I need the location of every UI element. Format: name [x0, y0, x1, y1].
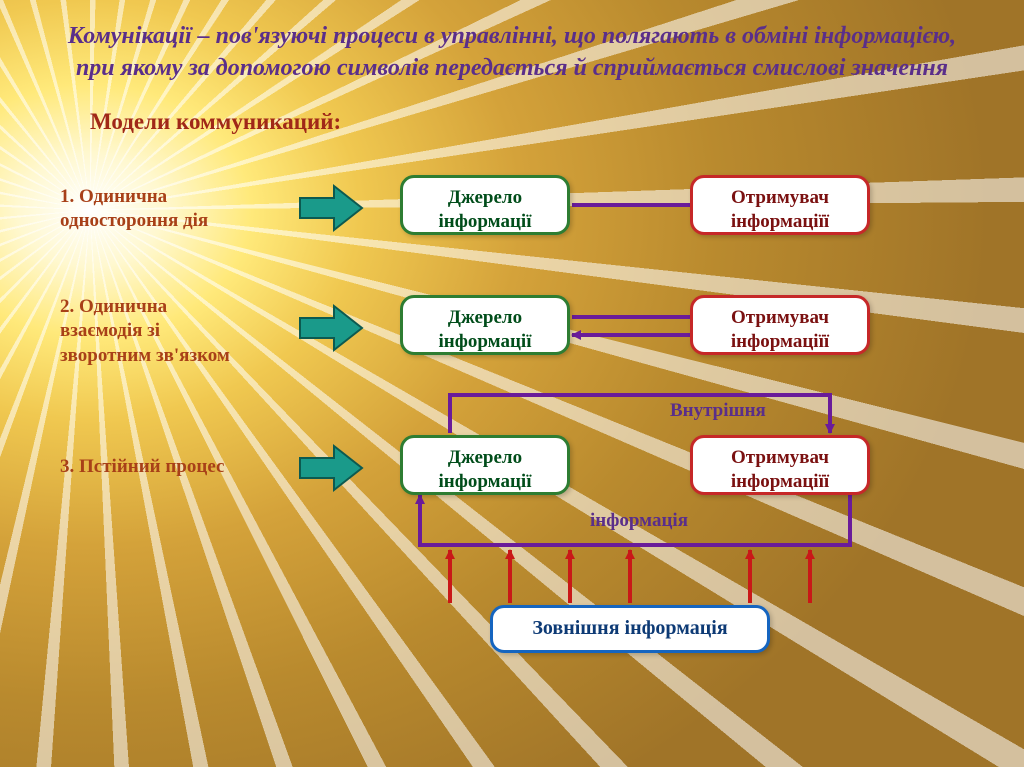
box-rcv1: Отримувачінформаціїї — [690, 175, 870, 235]
box-src2: Джерелоінформації — [400, 295, 570, 355]
box-rcv3: Отримувачінформаціїї — [690, 435, 870, 495]
diagram-area: 1. Одиничнаодностороння дія 2. Одиничнавз… — [50, 155, 974, 675]
inner-label-1: Внутрішня — [670, 400, 766, 422]
model-label-2: 2. Одиничнавзаємодія зізворотним зв'язко… — [60, 295, 270, 369]
inner-label-2: інформація — [590, 510, 688, 532]
lead-arrow-2 — [300, 306, 362, 350]
page-title: Комунікації – пов'язуючі процеси в управ… — [50, 20, 974, 85]
box-ext: Зовнішня інформація — [490, 605, 770, 653]
box-rcv2: Отримувачінформаціїї — [690, 295, 870, 355]
lead-arrow-1 — [300, 186, 362, 230]
model-label-1: 1. Одиничнаодностороння дія — [60, 185, 270, 234]
lead-arrow-3 — [300, 446, 362, 490]
models-subtitle: Модели коммуникаций: — [90, 109, 974, 135]
model-label-3: 3. Пстійний процес — [60, 455, 270, 480]
box-src1: Джерелоінформації — [400, 175, 570, 235]
box-src3: Джерелоінформації — [400, 435, 570, 495]
